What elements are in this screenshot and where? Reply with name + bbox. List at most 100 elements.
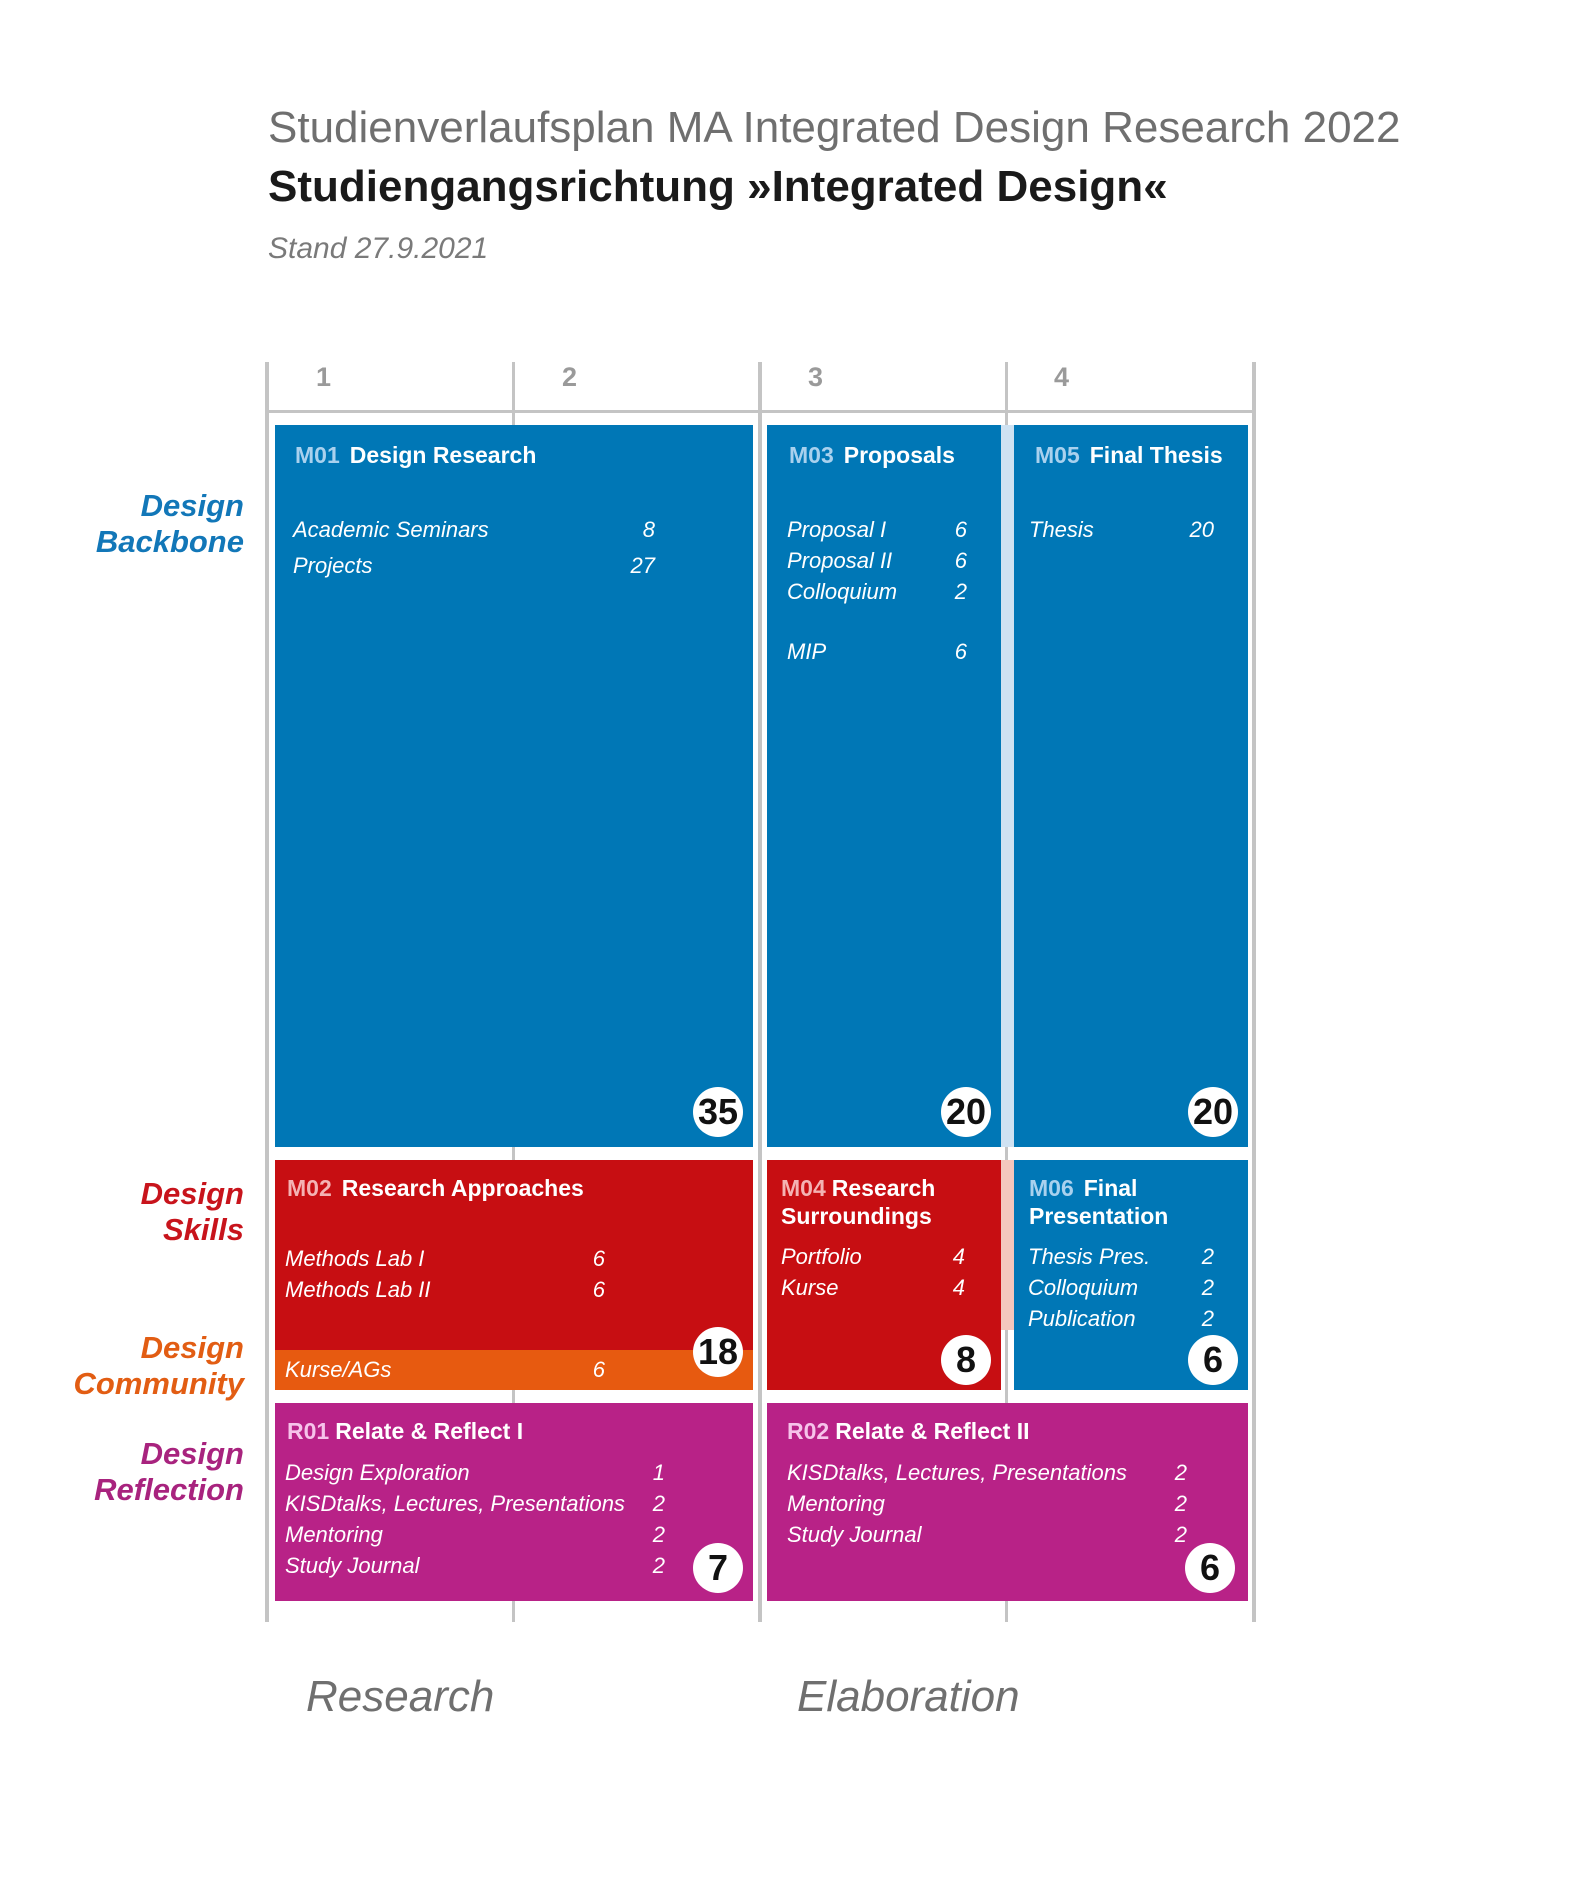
module-r02-total: 6 <box>1185 1543 1235 1593</box>
module-m03-item-name: Proposal I <box>787 517 887 542</box>
module-m06-code: M06 <box>1029 1175 1074 1201</box>
grid-line-v2 <box>758 362 762 1622</box>
module-m04-item-pts: 4 <box>952 1275 965 1300</box>
module-r01-item-pts: 1 <box>652 1460 665 1485</box>
module-r01: R01 Relate & Reflect I Design Exploration… <box>275 1403 753 1601</box>
module-m01-item-pts: 27 <box>630 553 655 578</box>
module-m05-item-name: Thesis <box>1029 517 1094 542</box>
row-label-community-line1: Design <box>140 1330 244 1365</box>
module-m04-title-line1: M04 Research <box>781 1174 935 1202</box>
module-r02-item-pts: 2 <box>1174 1460 1187 1485</box>
module-m05-item-pts: 20 <box>1189 517 1214 542</box>
module-m03-name: Proposals <box>843 442 955 468</box>
module-m03-item-pts: 6 <box>954 639 967 664</box>
module-r01-total: 7 <box>693 1543 743 1593</box>
module-m03-title: M03 Proposals <box>789 441 955 469</box>
module-m03-item-pts: 2 <box>954 579 967 604</box>
row-label-backbone-line1: Design <box>140 488 244 523</box>
grid-line-v4 <box>1252 362 1256 1622</box>
semester-3: 3 <box>808 362 824 392</box>
module-m06-item-name: Colloquium <box>1028 1275 1139 1300</box>
module-m04-name1: Research <box>831 1175 936 1201</box>
module-m01-item-name: Academic Seminars <box>293 517 489 542</box>
module-m06-title-line1: M06 Final <box>1029 1174 1168 1202</box>
module-m01-total: 35 <box>693 1087 743 1137</box>
module-m01-name: Design Research <box>349 442 537 468</box>
module-r02-item-name: KISDtalks, Lectures, Presentations <box>787 1460 1127 1485</box>
module-m03-item-name: Proposal II <box>787 548 893 573</box>
module-m03-item-pts: 6 <box>954 517 967 542</box>
phase-elaboration: Elaboration <box>797 1672 1020 1721</box>
module-m01: M01 Design Research Academic Seminars 8 P… <box>275 425 753 1147</box>
module-m03-total: 20 <box>941 1087 991 1137</box>
module-m06-item-pts: 2 <box>1201 1275 1214 1300</box>
semester-2: 2 <box>562 362 578 392</box>
module-m06-item-pts: 2 <box>1201 1306 1214 1331</box>
community-item-name: Kurse/AGs <box>285 1357 392 1382</box>
module-r01-item-name: Mentoring <box>285 1522 383 1547</box>
module-m06-item-name: Thesis Pres. <box>1028 1244 1151 1269</box>
module-m02-item-pts: 6 <box>592 1246 605 1271</box>
community-item-pts: 6 <box>592 1357 605 1382</box>
module-m02-item-pts: 6 <box>592 1277 605 1302</box>
module-m03-item-name: Colloquium <box>787 579 898 604</box>
grid-line-v0 <box>265 362 269 1622</box>
page-subtitle: Studiengangsrichtung »Integrated Design« <box>268 162 1168 211</box>
community-strip: Kurse/AGs 6 <box>275 1350 753 1390</box>
module-m01-title: M01 Design Research <box>295 441 536 469</box>
module-r01-item-name: Design Exploration <box>285 1460 470 1485</box>
module-m02-code: M02 <box>287 1175 332 1201</box>
module-m01-item-name: Projects <box>293 553 373 578</box>
module-m01-item-pts: 8 <box>642 517 655 542</box>
module-m04: M04 Research Surroundings Portfolio 4 Kur… <box>767 1160 1001 1390</box>
module-m04-title: M04 Research Surroundings <box>781 1174 935 1230</box>
module-m04-title-line2: Surroundings <box>781 1203 932 1229</box>
module-m02-title: M02 Research Approaches <box>287 1174 584 1202</box>
module-m04-item-pts: 4 <box>952 1244 965 1269</box>
row-label-reflection-line2: Reflection <box>94 1472 244 1507</box>
module-m04-item-name: Kurse <box>781 1275 839 1300</box>
module-m04-code: M04 <box>781 1175 826 1201</box>
module-m05-total: 20 <box>1188 1087 1238 1137</box>
module-r01-item-pts: 2 <box>652 1491 665 1516</box>
row-label-community: Design Community <box>44 1330 245 1402</box>
module-r02: R02 Relate & Reflect II KISDtalks, Lectur… <box>767 1403 1248 1601</box>
module-m04-item-name: Portfolio <box>781 1244 862 1269</box>
module-m03-code: M03 <box>789 442 834 468</box>
module-r01-item-name: Study Journal <box>285 1553 420 1578</box>
page-title: Studienverlaufsplan MA Integrated Design… <box>268 103 1401 152</box>
module-r01-item-pts: 2 <box>652 1553 665 1578</box>
module-r01-item-pts: 2 <box>652 1522 665 1547</box>
module-m05: M05 Final Thesis Thesis 20 20 <box>1014 425 1248 1147</box>
module-r02-item-name: Study Journal <box>787 1522 922 1547</box>
module-m02-total: 18 <box>693 1327 743 1377</box>
row-label-backbone-line2: Backbone <box>95 524 244 559</box>
row-label-skills: Design Skills <box>44 1176 244 1248</box>
module-m03-item-pts: 6 <box>954 548 967 573</box>
module-m05-code: M05 <box>1035 442 1080 468</box>
module-m03: M03 Proposals Proposal I 6 Proposal II 6 … <box>767 425 1001 1147</box>
module-m02: M02 Research Approaches Methods Lab I 6 M… <box>275 1160 753 1390</box>
module-m06-title: M06 Final Presentation <box>1029 1174 1168 1230</box>
module-m06-title-line2: Presentation <box>1029 1203 1169 1229</box>
row-label-backbone: Design Backbone <box>44 488 244 560</box>
module-r01-title: R01 Relate & Reflect I <box>287 1417 523 1445</box>
module-m06: M06 Final Presentation Thesis Pres. 2 Col… <box>1014 1160 1248 1390</box>
module-r02-title: R02 Relate & Reflect II <box>787 1417 1030 1445</box>
column-gap-strip <box>1001 425 1014 1147</box>
module-r02-name: Relate & Reflect II <box>835 1418 1030 1444</box>
semester-4: 4 <box>1054 362 1070 392</box>
module-m03-item-name: MIP <box>787 639 827 664</box>
semester-1: 1 <box>316 362 332 392</box>
module-m06-item-name: Publication <box>1028 1306 1136 1331</box>
module-r02-item-name: Mentoring <box>787 1491 885 1516</box>
module-m05-title: M05 Final Thesis <box>1035 441 1223 469</box>
row-label-reflection: Design Reflection <box>44 1436 244 1508</box>
module-m05-name: Final Thesis <box>1089 442 1223 468</box>
date-label: Stand 27.9.2021 <box>268 232 489 265</box>
module-m06-name1: Final <box>1083 1175 1138 1201</box>
module-m06-item-pts: 2 <box>1201 1244 1214 1269</box>
module-r02-item-pts: 2 <box>1174 1522 1187 1547</box>
module-m02-item-name: Methods Lab I <box>285 1246 425 1271</box>
row-label-reflection-line1: Design <box>140 1436 244 1471</box>
